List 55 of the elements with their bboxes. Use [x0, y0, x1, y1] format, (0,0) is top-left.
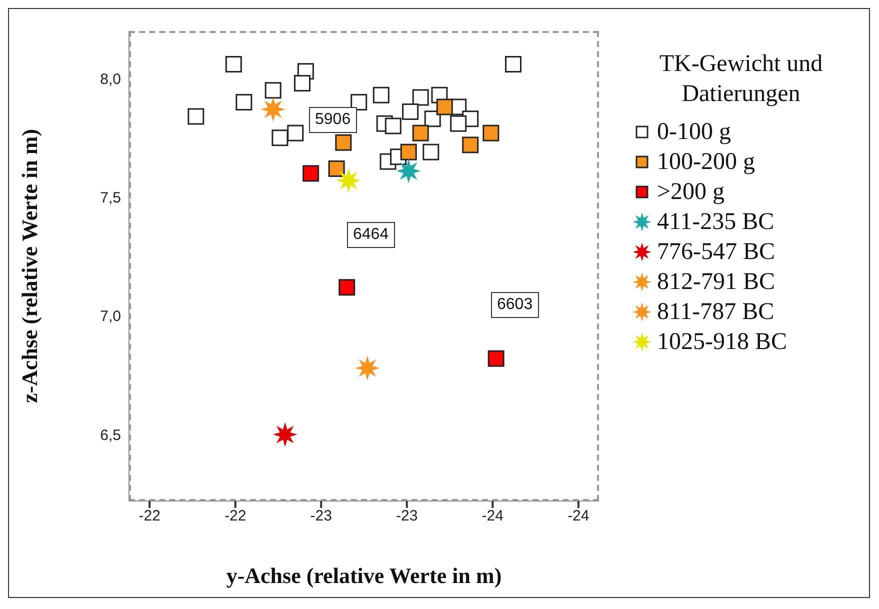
y-tick-label: 6,5 — [100, 426, 121, 444]
point — [504, 56, 522, 72]
point — [482, 124, 500, 142]
point — [462, 136, 479, 154]
point — [450, 115, 467, 132]
point — [412, 89, 429, 106]
point — [398, 160, 420, 182]
point — [400, 144, 417, 160]
x-tick-label: -24 — [568, 508, 590, 525]
x-tick-label: -24 — [482, 508, 504, 525]
point — [356, 357, 378, 380]
point — [328, 160, 345, 177]
point — [294, 74, 310, 92]
legend-label: 1025-918 BC — [657, 328, 788, 356]
point — [436, 98, 453, 116]
annotation: 6603 — [491, 292, 539, 318]
legend-label: 100-200 g — [657, 148, 755, 176]
point — [384, 118, 402, 134]
point — [264, 82, 282, 99]
y-tick-label: 8,0 — [100, 70, 121, 88]
point — [372, 86, 390, 104]
point — [422, 144, 440, 160]
point — [350, 94, 368, 110]
legend-label: 0-100 g — [657, 118, 731, 146]
point — [335, 134, 352, 151]
x-axis-title: y-Achse (relative Werte in m) — [226, 563, 502, 588]
point — [338, 170, 360, 192]
x-tick-label: -22 — [138, 508, 160, 525]
legend-label: 776-547 BC — [657, 238, 776, 266]
point — [402, 103, 419, 120]
x-tick-label: -22 — [224, 508, 246, 525]
legend-label: 811-787 BC — [657, 298, 774, 326]
y-axis-title: z-Achse (relative Werte in m) — [16, 128, 42, 404]
y-tick-label: 7,5 — [100, 189, 121, 206]
point — [188, 108, 204, 125]
annotation: 6464 — [347, 222, 395, 248]
point — [272, 130, 288, 146]
point — [262, 98, 284, 120]
legend-title: TK-Gewicht und Datierungen — [658, 50, 824, 109]
legend-label: >200 g — [657, 178, 725, 206]
point — [412, 124, 429, 142]
point — [225, 56, 242, 72]
point — [302, 165, 320, 182]
point — [236, 94, 252, 110]
point — [287, 124, 304, 142]
point — [274, 424, 296, 446]
point — [424, 110, 441, 128]
x-tick-label: -23 — [396, 508, 418, 525]
annotation: 5906 — [309, 107, 357, 133]
point — [488, 350, 504, 367]
point — [338, 279, 356, 296]
x-tick-label: -23 — [310, 508, 332, 525]
y-tick-label: 7,0 — [100, 308, 121, 326]
legend-label: 411-235 BC — [657, 208, 774, 236]
legend-label: 812-791 BC — [657, 268, 776, 296]
